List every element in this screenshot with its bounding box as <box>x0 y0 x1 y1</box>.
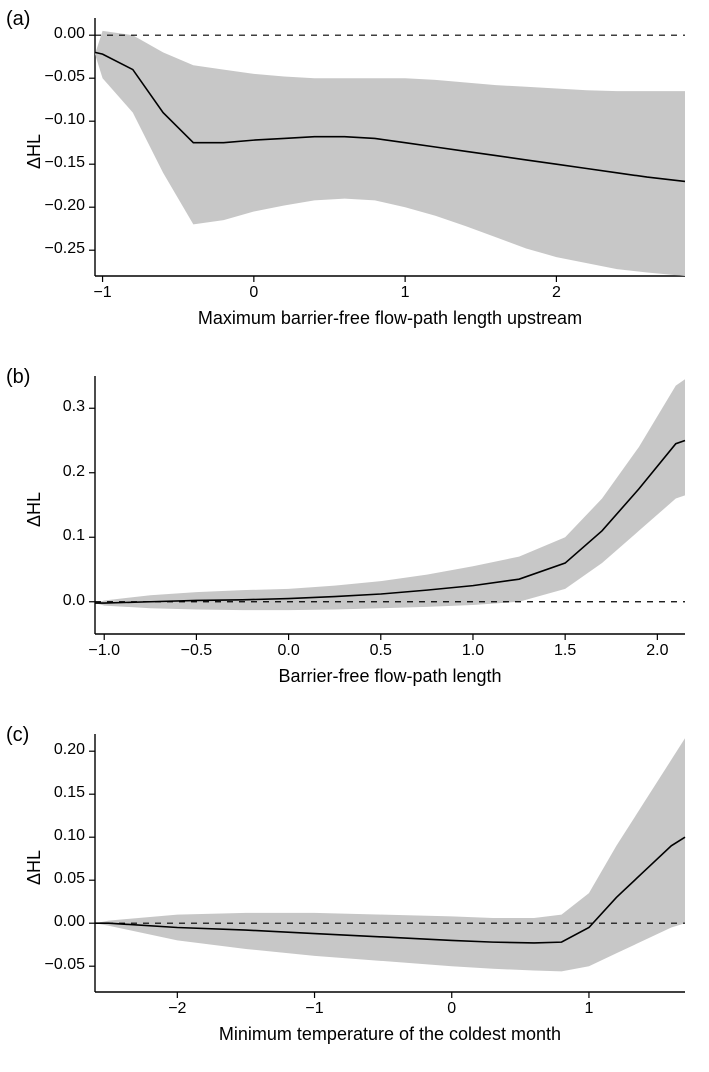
y-axis-label: ΔHL <box>24 492 45 527</box>
y-tick-label: 0.10 <box>54 827 85 845</box>
panel-label-a: (a) <box>6 8 30 31</box>
x-tick-label: 1.0 <box>448 642 498 660</box>
x-tick-label: 0.0 <box>264 642 314 660</box>
confidence-band <box>95 738 685 971</box>
y-tick-label: −0.05 <box>45 68 85 86</box>
x-tick-label: −2 <box>152 1000 202 1018</box>
x-tick-label: −0.5 <box>171 642 221 660</box>
x-tick-label: 0.5 <box>356 642 406 660</box>
y-tick-label: 0.2 <box>63 463 85 481</box>
x-tick-label: 1 <box>564 1000 614 1018</box>
figure: −10120.00−0.05−0.10−0.15−0.20−0.25(a)ΔHL… <box>0 0 709 1072</box>
confidence-band <box>95 379 685 610</box>
plot-svg <box>0 0 709 1072</box>
panel-c <box>89 734 685 998</box>
y-tick-label: 0.20 <box>54 741 85 759</box>
y-tick-label: 0.15 <box>54 784 85 802</box>
panel-label-b: (b) <box>6 366 30 389</box>
y-tick-label: −0.25 <box>45 240 85 258</box>
x-axis-label: Barrier-free flow-path length <box>95 666 685 687</box>
confidence-band <box>95 31 685 276</box>
x-tick-label: 2 <box>531 284 581 302</box>
y-tick-label: −0.10 <box>45 111 85 129</box>
panel-b <box>89 376 685 640</box>
y-tick-label: −0.15 <box>45 154 85 172</box>
panel-label-c: (c) <box>6 724 29 747</box>
y-tick-label: 0.05 <box>54 870 85 888</box>
y-tick-label: 0.00 <box>54 913 85 931</box>
x-axis-label: Maximum barrier-free flow-path length up… <box>95 308 685 329</box>
x-tick-label: 2.0 <box>632 642 682 660</box>
x-tick-label: −1 <box>78 284 128 302</box>
x-tick-label: 1.5 <box>540 642 590 660</box>
x-tick-label: 1 <box>380 284 430 302</box>
x-tick-label: −1 <box>290 1000 340 1018</box>
x-tick-label: −1.0 <box>79 642 129 660</box>
x-tick-label: 0 <box>229 284 279 302</box>
y-tick-label: −0.05 <box>45 956 85 974</box>
y-axis-label: ΔHL <box>24 850 45 885</box>
y-tick-label: 0.0 <box>63 592 85 610</box>
x-tick-label: 0 <box>427 1000 477 1018</box>
y-tick-label: 0.00 <box>54 25 85 43</box>
y-tick-label: 0.3 <box>63 398 85 416</box>
x-axis-label: Minimum temperature of the coldest month <box>95 1024 685 1045</box>
panel-a <box>89 18 685 282</box>
y-axis-label: ΔHL <box>24 134 45 169</box>
y-tick-label: −0.20 <box>45 197 85 215</box>
y-tick-label: 0.1 <box>63 527 85 545</box>
